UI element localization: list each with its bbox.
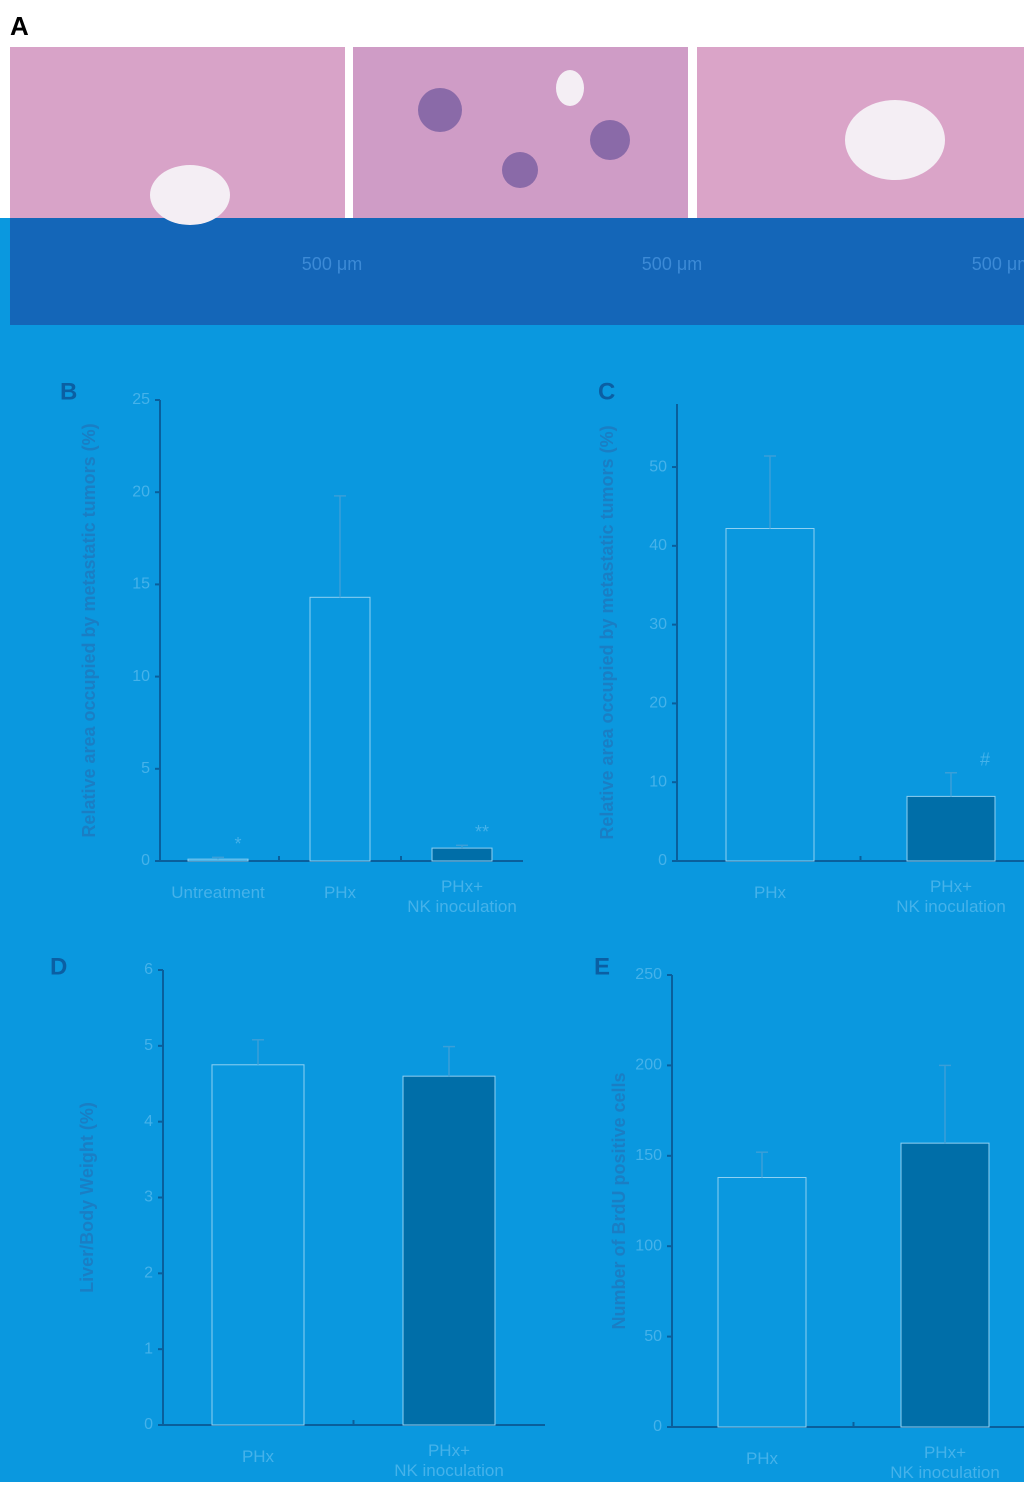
panel-label: C [598,378,615,405]
bar [906,795,996,862]
vessel [556,70,584,106]
tumor [418,88,462,132]
y-tick-label: 25 [132,391,150,408]
x-tick-label: PHx+ NK inoculation [407,877,517,916]
significance-mark: # [980,750,990,770]
vessel [845,100,945,180]
panel-label: A [10,11,29,41]
y-tick-label: 100 [635,1237,662,1254]
tumor [502,152,538,188]
bar [402,1075,496,1426]
y-tick-label: 250 [635,966,662,983]
x-tick-label: Untreatment [171,883,265,902]
y-axis-label: Number of BrdU positive cells [609,1072,629,1329]
bar [900,1142,990,1428]
panel-label: D [50,953,67,980]
y-tick-label: 10 [132,668,150,685]
x-tick-label: PHx [324,883,357,902]
significance-mark: ** [475,822,489,842]
x-tick-label: PHx+ NK inoculation [890,1443,1000,1482]
x-tick-label: PHx+ NK inoculation [896,877,1006,916]
y-tick-label: 5 [144,1037,153,1054]
tumor [590,120,630,160]
y-tick-label: 50 [644,1328,662,1345]
micrographs [10,47,1024,225]
y-tick-label: 0 [144,1416,153,1433]
bar [717,1176,807,1428]
y-axis-label: Liver/Body Weight (%) [77,1102,97,1293]
y-tick-label: 3 [144,1189,153,1206]
y-axis-label: Relative area occupied by metastatic tum… [79,423,99,837]
bar [431,847,493,862]
panel-label: E [594,953,610,980]
y-tick-label: 20 [649,695,667,712]
dark-band [10,218,1024,325]
y-tick-label: 10 [649,773,667,790]
x-tick-label: PHx [746,1449,779,1468]
bar [725,527,815,862]
y-tick-label: 150 [635,1147,662,1164]
x-tick-label: PHx [754,883,787,902]
bar [211,1064,305,1426]
micrograph [353,47,688,218]
y-tick-label: 200 [635,1057,662,1074]
significance-mark: * [234,834,241,854]
y-tick-label: 40 [649,537,667,554]
y-tick-label: 5 [141,760,150,777]
y-tick-label: 50 [649,458,667,475]
scale-bar-label: 500 μm [972,254,1024,274]
y-tick-label: 30 [649,616,667,633]
y-tick-label: 20 [132,483,150,500]
bar [187,858,249,862]
y-tick-label: 0 [141,852,150,869]
y-tick-label: 2 [144,1265,153,1282]
y-tick-label: 6 [144,961,153,978]
scale-bar-label: 500 μm [302,254,362,274]
y-tick-label: 0 [653,1418,662,1435]
panel-label: B [60,378,77,405]
x-tick-label: PHx+ NK inoculation [394,1441,504,1480]
bar [309,596,371,862]
y-tick-label: 1 [144,1340,153,1357]
vessel [150,165,230,225]
y-tick-label: 4 [144,1113,153,1130]
y-tick-label: 15 [132,576,150,593]
x-tick-label: PHx [242,1447,275,1466]
blue-area [0,218,1024,1482]
scale-bar-label: 500 μm [642,254,702,274]
y-axis-label: Relative area occupied by metastatic tum… [597,425,617,839]
y-tick-label: 0 [658,852,667,869]
